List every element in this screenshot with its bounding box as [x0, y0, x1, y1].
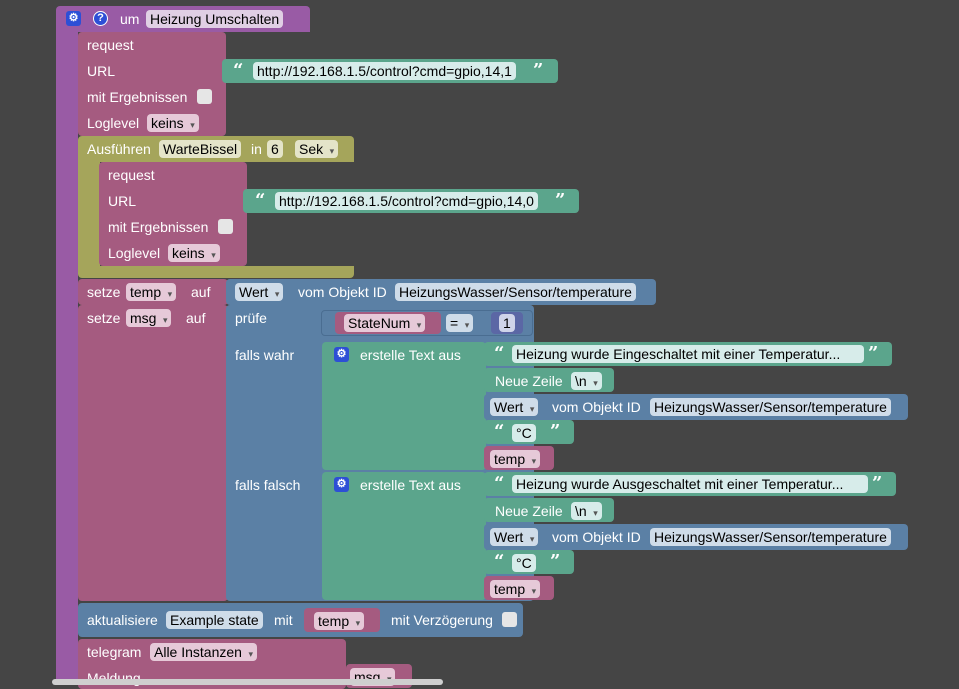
timeout-label: Ausführen [87, 141, 151, 157]
open-quote-icon: “ [494, 343, 505, 364]
function-label: um [120, 11, 140, 27]
operator-dropdown[interactable]: = [446, 314, 474, 332]
loglevel-label: Loglevel [87, 115, 140, 131]
results-checkbox[interactable] [197, 89, 212, 104]
function-name-field[interactable]: Heizung Umschalten [146, 10, 284, 28]
object-id-field[interactable]: HeizungsWasser/Sensor/temperature [395, 283, 636, 301]
open-quote-icon: “ [255, 190, 266, 211]
results-label: mit Ergebnissen [108, 219, 209, 235]
delay-label: mit Verzögerung [391, 612, 493, 628]
update-label: aktualisiere [87, 612, 158, 628]
loglevel-dropdown[interactable]: keins [168, 244, 220, 262]
loglevel-dropdown[interactable]: keins [147, 114, 199, 132]
auf-label: auf [191, 284, 211, 300]
var-dropdown[interactable]: temp [490, 450, 541, 468]
var-dropdown[interactable]: temp [490, 580, 541, 598]
gear-icon[interactable]: ⚙ [334, 347, 349, 362]
close-quote-icon: ” [533, 60, 544, 81]
text-join-block-true[interactable] [322, 342, 486, 470]
state-field[interactable]: Example state [166, 611, 263, 629]
timeout-block-foot [78, 266, 354, 278]
close-quote-icon: ” [868, 343, 879, 364]
function-block-body [56, 30, 78, 685]
url-field[interactable]: http://192.168.1.5/control?cmd=gpio,14,1 [253, 62, 516, 80]
help-icon[interactable]: ? [93, 11, 108, 26]
results-checkbox[interactable] [218, 219, 233, 234]
url-label: URL [87, 63, 116, 79]
delay-checkbox[interactable] [502, 612, 517, 627]
set-msg-block[interactable] [78, 305, 228, 601]
mit-label: mit [274, 612, 293, 628]
string-field[interactable]: Heizung wurde Ausgeschaltet mit einer Te… [512, 475, 868, 493]
variable-dropdown[interactable]: temp [126, 283, 177, 301]
object-id-label: vom Objekt ID [552, 399, 641, 415]
attribute-dropdown[interactable]: Wert [490, 398, 539, 416]
horizontal-scrollbar[interactable] [52, 679, 443, 685]
timeout-block-body [78, 160, 100, 268]
close-quote-icon: ” [550, 421, 561, 442]
open-quote-icon: “ [233, 60, 244, 81]
object-id-label: vom Objekt ID [552, 529, 641, 545]
number-field[interactable]: 1 [499, 314, 515, 332]
check-label: prüfe [235, 310, 267, 326]
object-id-label: vom Objekt ID [298, 284, 387, 300]
variable-dropdown[interactable]: msg [126, 309, 172, 327]
gear-icon[interactable]: ⚙ [334, 477, 349, 492]
auf-label: auf [186, 310, 206, 326]
request-title: request [108, 167, 155, 183]
attribute-dropdown[interactable]: Wert [235, 283, 284, 301]
text-join-label: erstelle Text aus [360, 347, 461, 363]
timeout-in-label: in [251, 141, 262, 157]
results-label: mit Ergebnissen [87, 89, 188, 105]
close-quote-icon: ” [550, 551, 561, 572]
close-quote-icon: ” [872, 473, 883, 494]
timeout-value-field[interactable]: 6 [267, 140, 283, 158]
set-label: setze [87, 284, 121, 300]
text-join-label: erstelle Text aus [360, 477, 461, 493]
close-quote-icon: ” [555, 190, 566, 211]
set-label: setze [87, 310, 121, 326]
instance-dropdown[interactable]: Alle Instanzen [150, 643, 257, 661]
object-id-field[interactable]: HeizungsWasser/Sensor/temperature [650, 398, 891, 416]
url-label: URL [108, 193, 137, 209]
telegram-label: telegram [87, 644, 142, 660]
newline-label: Neue Zeile [495, 503, 563, 519]
var-dropdown[interactable]: temp [314, 612, 365, 630]
loglevel-label: Loglevel [108, 245, 161, 261]
open-quote-icon: “ [494, 421, 505, 442]
unit-field[interactable]: °C [512, 424, 536, 442]
update-state-block[interactable] [78, 603, 523, 637]
text-join-block-false[interactable] [322, 472, 486, 600]
if-true-label: falls wahr [235, 347, 295, 363]
unit-field[interactable]: °C [512, 554, 536, 572]
gear-icon[interactable]: ⚙ [66, 11, 81, 26]
open-quote-icon: “ [494, 473, 505, 494]
attribute-dropdown[interactable]: Wert [490, 528, 539, 546]
newline-dropdown[interactable]: \n [571, 502, 602, 520]
timeout-name-field[interactable]: WarteBissel [159, 140, 242, 158]
object-id-field[interactable]: HeizungsWasser/Sensor/temperature [650, 528, 891, 546]
state-var-dropdown[interactable]: StateNum [344, 314, 426, 332]
newline-dropdown[interactable]: \n [571, 372, 602, 390]
newline-label: Neue Zeile [495, 373, 563, 389]
if-false-label: falls falsch [235, 477, 301, 493]
timeout-unit-dropdown[interactable]: Sek [295, 140, 339, 158]
url-field[interactable]: http://192.168.1.5/control?cmd=gpio,14,0 [275, 192, 538, 210]
request-title: request [87, 37, 134, 53]
string-field[interactable]: Heizung wurde Eingeschaltet mit einer Te… [512, 345, 864, 363]
open-quote-icon: “ [494, 551, 505, 572]
